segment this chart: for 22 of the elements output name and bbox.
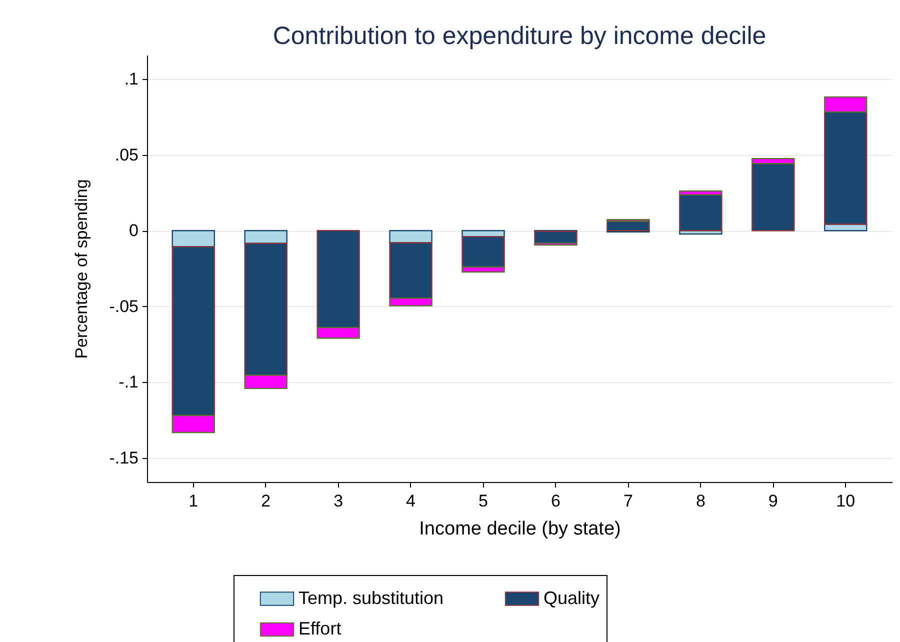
x-tick-label: 6 <box>551 492 560 510</box>
y-tick-label: -.1 <box>118 372 138 392</box>
legend-label: Quality <box>544 588 600 608</box>
x-tick-label: 10 <box>836 492 856 510</box>
y-tick-label: 0 <box>129 221 138 240</box>
y-tick-label: -.05 <box>109 296 138 316</box>
y-tick-label: .1 <box>124 70 138 89</box>
x-tick-label: 1 <box>188 492 198 510</box>
legend-label: Temp. substitution <box>298 588 444 608</box>
x-axis-title: Income decile (by state) <box>419 518 621 540</box>
y-tick-label: .05 <box>114 145 138 164</box>
chart-title: Contribution to expenditure by income decile <box>272 22 766 50</box>
y-axis-title: Percentage of spending <box>72 179 92 359</box>
x-tick-label: 2 <box>261 492 271 510</box>
x-tick-label: 5 <box>478 492 488 510</box>
x-tick-label: 3 <box>334 492 344 510</box>
x-tick-label: 9 <box>768 492 778 510</box>
x-tick-label: 8 <box>696 492 706 510</box>
x-tick-label: 4 <box>406 492 416 510</box>
legend-label: Effort <box>298 618 342 638</box>
y-tick-label: -.15 <box>109 448 138 468</box>
x-tick-label: 7 <box>623 492 633 510</box>
